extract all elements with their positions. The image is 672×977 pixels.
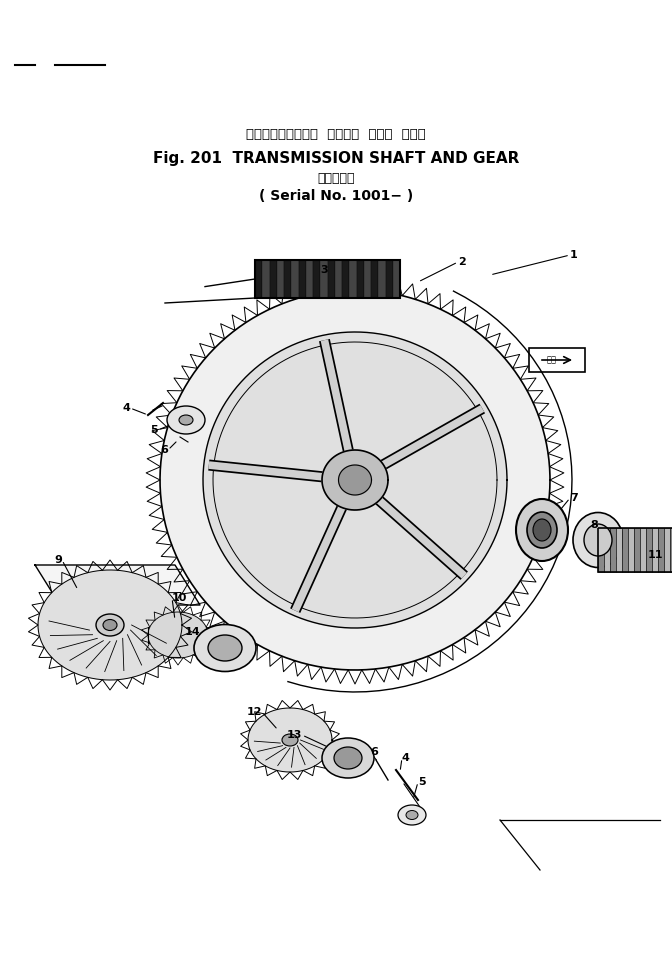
Ellipse shape xyxy=(516,499,568,561)
Polygon shape xyxy=(248,708,332,772)
Polygon shape xyxy=(148,612,208,658)
Text: 3: 3 xyxy=(320,265,328,275)
Text: Fig. 201  TRANSMISSION SHAFT AND GEAR: Fig. 201 TRANSMISSION SHAFT AND GEAR xyxy=(153,150,519,165)
Ellipse shape xyxy=(282,734,298,746)
Bar xyxy=(277,260,284,298)
Text: 6: 6 xyxy=(160,445,168,455)
Ellipse shape xyxy=(194,624,256,671)
Ellipse shape xyxy=(406,811,418,820)
Ellipse shape xyxy=(584,524,612,556)
Ellipse shape xyxy=(573,513,623,568)
Text: トランスミッション  シャフト  および  ギヤー: トランスミッション シャフト および ギヤー xyxy=(246,129,426,142)
Bar xyxy=(597,528,603,572)
Bar xyxy=(357,260,364,298)
Text: ( Serial No. 1001− ): ( Serial No. 1001− ) xyxy=(259,189,413,203)
Bar xyxy=(616,528,622,572)
Polygon shape xyxy=(203,332,507,628)
Bar xyxy=(364,260,371,298)
Bar xyxy=(291,260,298,298)
Bar xyxy=(269,260,277,298)
Text: 12: 12 xyxy=(247,707,262,717)
Bar xyxy=(327,260,335,298)
Bar xyxy=(652,528,658,572)
Text: 6: 6 xyxy=(370,747,378,757)
Bar xyxy=(634,528,640,572)
Text: 前方: 前方 xyxy=(547,356,557,364)
Ellipse shape xyxy=(398,805,426,825)
Ellipse shape xyxy=(167,406,205,434)
Ellipse shape xyxy=(533,519,551,541)
Bar xyxy=(665,528,671,572)
Text: 9: 9 xyxy=(54,555,62,565)
Bar xyxy=(321,260,327,298)
Ellipse shape xyxy=(179,415,193,425)
Text: 4: 4 xyxy=(122,403,130,413)
Polygon shape xyxy=(322,450,388,510)
Bar xyxy=(342,260,349,298)
Ellipse shape xyxy=(96,614,124,636)
Bar xyxy=(371,260,378,298)
Bar xyxy=(529,348,585,372)
Bar xyxy=(603,528,610,572)
Ellipse shape xyxy=(334,747,362,769)
Ellipse shape xyxy=(208,635,242,661)
Ellipse shape xyxy=(527,512,557,548)
Text: 5: 5 xyxy=(418,777,425,787)
Text: （適用号機: （適用号機 xyxy=(317,172,355,185)
Polygon shape xyxy=(38,570,182,680)
Bar xyxy=(284,260,291,298)
Bar xyxy=(255,260,400,298)
FancyArrowPatch shape xyxy=(542,357,571,363)
Bar xyxy=(658,528,665,572)
Text: 4: 4 xyxy=(402,753,410,763)
Bar xyxy=(392,260,400,298)
Bar xyxy=(313,260,321,298)
Text: 2: 2 xyxy=(458,257,466,267)
Polygon shape xyxy=(35,565,200,605)
Text: 14: 14 xyxy=(184,627,200,637)
Bar xyxy=(349,260,357,298)
Bar xyxy=(378,260,386,298)
Text: 11: 11 xyxy=(648,550,663,560)
Bar xyxy=(255,260,262,298)
Bar xyxy=(597,528,672,572)
Text: 8: 8 xyxy=(590,520,598,530)
Bar xyxy=(622,528,628,572)
Text: 5: 5 xyxy=(151,425,158,435)
Text: 13: 13 xyxy=(287,730,302,740)
Polygon shape xyxy=(339,465,372,495)
Text: 7: 7 xyxy=(570,493,578,503)
Bar xyxy=(386,260,392,298)
Bar xyxy=(306,260,313,298)
Bar xyxy=(298,260,306,298)
Bar xyxy=(671,528,672,572)
Bar xyxy=(628,528,634,572)
Bar xyxy=(335,260,342,298)
Bar xyxy=(262,260,269,298)
Bar xyxy=(640,528,646,572)
Polygon shape xyxy=(160,290,550,670)
Bar xyxy=(610,528,616,572)
Ellipse shape xyxy=(322,738,374,778)
Text: 1: 1 xyxy=(570,250,578,260)
Text: 10: 10 xyxy=(172,593,187,603)
Bar xyxy=(646,528,652,572)
Ellipse shape xyxy=(103,619,117,630)
